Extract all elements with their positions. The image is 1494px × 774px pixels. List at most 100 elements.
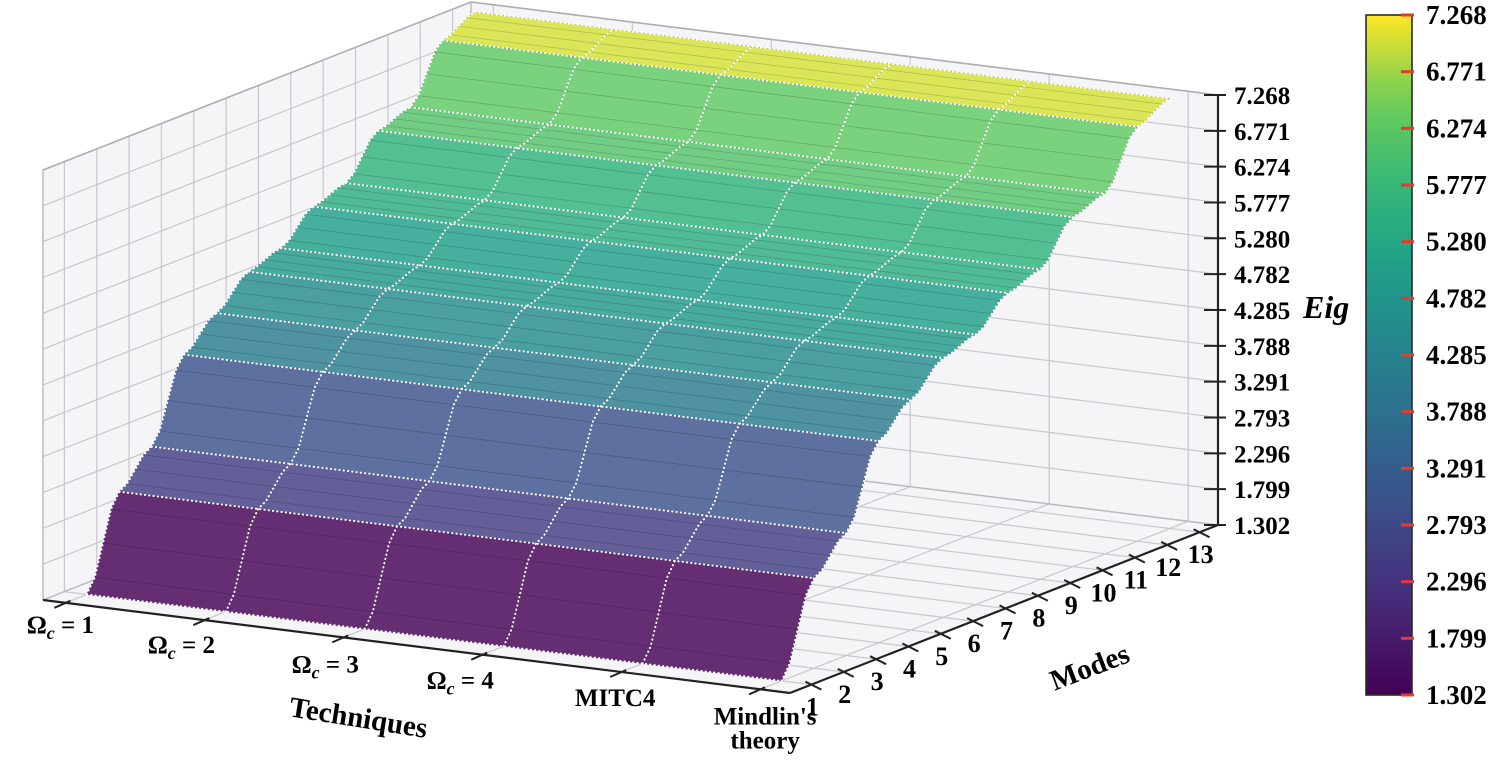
technique-tick-label: Ωc = 3	[292, 651, 359, 682]
mode-tick	[837, 668, 855, 678]
z-tick-label: 4.285	[1234, 298, 1290, 325]
mode-tick	[1193, 528, 1211, 539]
z-tick-label: 2.296	[1234, 441, 1290, 468]
surface-dotted-line-technique	[641, 80, 1032, 665]
mode-tick	[804, 680, 822, 691]
right-wall-top-edge	[470, 1, 1219, 96]
surface-dotted-line-technique	[224, 28, 615, 613]
colorbar-tick-label: 2.793	[1426, 510, 1487, 540]
mode-tick	[902, 642, 919, 653]
tick-labels: Ωc = 1 Ωc = 2 Ωc = 3 Ωc = 4 MITC4 Mindlin's th…	[27, 83, 1291, 754]
z-tick-label: 5.280	[1234, 226, 1290, 253]
colorbar-tick-label: 2.296	[1426, 567, 1487, 597]
colorbar-tick-label: 5.777	[1426, 170, 1487, 200]
technique-tick	[609, 669, 627, 678]
z-tick-label: 3.788	[1234, 334, 1290, 361]
surface-dotted-line-mode	[85, 593, 783, 682]
surface-dotted-line-mode	[182, 353, 880, 443]
left-wall-z-gridline	[42, 73, 472, 243]
surface-dotted-line-mode	[409, 106, 1106, 195]
floor-technique-gridline	[759, 520, 1189, 690]
technique-tick-label: Ωc = 2	[148, 632, 215, 663]
mode-tick	[1031, 591, 1049, 602]
left-wall-top-edge	[42, 1, 472, 171]
mode-tick-label: 11	[1124, 566, 1149, 595]
technique-tick	[331, 634, 349, 644]
colorbar-tick-label: 4.782	[1426, 283, 1487, 313]
surface-dotted-line-technique	[780, 97, 1171, 682]
surface-dotted-line-mode	[474, 11, 1171, 100]
surface-dotted-line-mode	[150, 445, 848, 535]
technique-tick	[748, 686, 766, 696]
surface-dotted-line-technique	[502, 62, 893, 648]
surface-dotted-line-mode	[441, 39, 1139, 128]
colorbar-tick-label: 3.291	[1426, 453, 1487, 483]
mode-tick-label: 9	[1065, 591, 1078, 620]
mode-tick	[1128, 553, 1146, 564]
z-tick-label: 6.771	[1234, 119, 1290, 146]
surface-dotted-line-mode	[344, 182, 1042, 271]
surface-dotted-meshlines	[85, 11, 1171, 682]
y-axis-title: Modes	[1046, 638, 1134, 697]
technique-tick-label: Ωc = 4	[427, 668, 495, 699]
z-axis-title: Eig	[1302, 289, 1349, 325]
colorbar-tick-label: 6.771	[1426, 57, 1487, 87]
mode-tick	[966, 617, 984, 628]
mode-tick-label: 5	[935, 642, 948, 671]
mode-tick-label: 1	[806, 693, 819, 722]
colorbar: 7.268 6.771 6.274 5.777 5.280 4.782 4.285 3.788…	[1365, 0, 1487, 710]
surface-mesh	[86, 11, 1171, 682]
mode-tick-label: 2	[838, 680, 851, 709]
mode-tick	[999, 604, 1016, 615]
surface-dotted-line-mode	[312, 205, 1009, 294]
surface-dotted-line-mode	[215, 312, 912, 401]
z-tick-label: 7.268	[1234, 83, 1290, 110]
colorbar-tick-label: 1.799	[1426, 623, 1487, 653]
mode-tick	[1096, 566, 1113, 577]
z-tick-label: 3.291	[1234, 370, 1290, 397]
techniques-axis-line	[42, 598, 791, 695]
colorbar-tick-label: 5.280	[1426, 227, 1487, 257]
mode-tick	[1063, 579, 1081, 589]
surface-dotted-line-technique	[363, 45, 754, 630]
modes-axis-line	[789, 523, 1219, 695]
z-tick-label: 6.274	[1234, 155, 1291, 182]
colorbar-tick-label: 6.274	[1426, 113, 1487, 143]
mode-tick	[934, 629, 952, 640]
surface-dotted-line-mode	[279, 247, 977, 336]
axes	[42, 94, 1226, 696]
z-tick-label: 2.793	[1234, 406, 1290, 433]
mode-tick-label: 10	[1091, 578, 1117, 607]
technique-tick-label: Mindlin's theory	[714, 703, 817, 754]
z-tick-label: 1.799	[1234, 477, 1290, 504]
mode-tick-label: 12	[1155, 553, 1181, 582]
mode-tick	[869, 655, 887, 666]
mode-tick-label: 7	[1000, 616, 1013, 645]
z-tick-label: 4.782	[1234, 262, 1290, 289]
surface-dotted-line-technique	[85, 11, 476, 596]
surface-dotted-line-mode	[247, 270, 945, 360]
mode-tick-label: 6	[968, 629, 981, 658]
mode-tick-label: 4	[903, 655, 916, 684]
z-tick-label: 1.302	[1234, 513, 1290, 540]
x-axis-title: Techniques	[287, 691, 429, 744]
surface-dotted-line-mode	[118, 490, 815, 580]
colorbar-tick-label: 1.302	[1426, 680, 1487, 710]
technique-tick-label: MITC4	[575, 685, 656, 712]
technique-tick-label: Ωc = 1	[27, 612, 94, 643]
mode-tick-label: 13	[1188, 540, 1214, 569]
technique-tick	[192, 617, 210, 627]
mode-tick-label: 3	[871, 667, 884, 696]
surface-dotted-line-mode	[377, 129, 1074, 219]
technique-tick	[470, 651, 488, 661]
z-tick-label: 5.777	[1234, 190, 1290, 217]
left-wall-z-gridline	[42, 37, 472, 207]
colorbar-tick-label: 4.285	[1426, 340, 1487, 370]
colorbar-tick-label: 7.268	[1426, 0, 1487, 30]
mode-tick	[1160, 541, 1178, 551]
colorbar-tick-label: 3.788	[1426, 397, 1487, 427]
mode-tick-label: 8	[1032, 604, 1045, 633]
technique-tick	[54, 599, 71, 609]
